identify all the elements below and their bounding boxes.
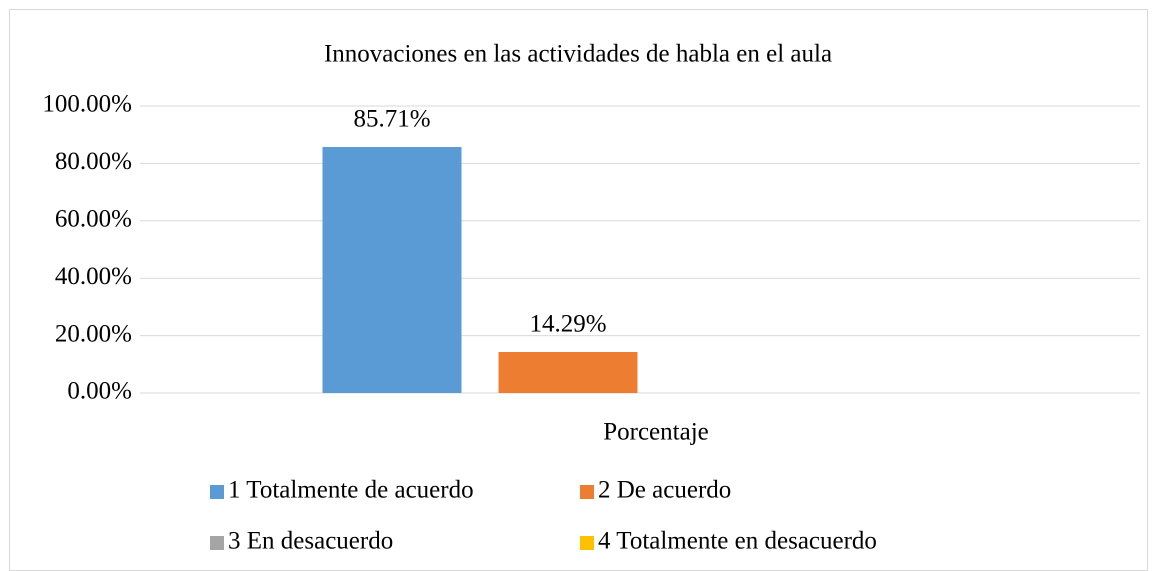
legend-label: 3 En desacuerdo [228, 528, 393, 555]
y-tick-label: 100.00% [42, 91, 132, 118]
legend-swatch [210, 536, 224, 550]
y-tick-label: 60.00% [55, 206, 132, 233]
legend-swatch [580, 485, 594, 499]
y-tick-label: 0.00% [67, 378, 132, 405]
y-tick-label: 80.00% [55, 148, 132, 175]
bar [498, 351, 638, 393]
x-tick-label: Porcentaje [603, 419, 709, 446]
y-tick-label: 40.00% [55, 263, 132, 290]
data-label: 85.71% [353, 106, 430, 133]
bar [322, 147, 462, 393]
legend-swatch [580, 536, 594, 550]
y-tick-label: 20.00% [55, 320, 132, 347]
legend-swatch [210, 485, 224, 499]
chart-title: Innovaciones en las actividades de habla… [324, 41, 832, 68]
legend-label: 4 Totalmente en desacuerdo [598, 528, 877, 555]
chart-border [9, 9, 1148, 571]
legend-label: 1 Totalmente de acuerdo [228, 477, 474, 504]
legend-label: 2 De acuerdo [598, 477, 731, 504]
data-label: 14.29% [529, 311, 606, 338]
